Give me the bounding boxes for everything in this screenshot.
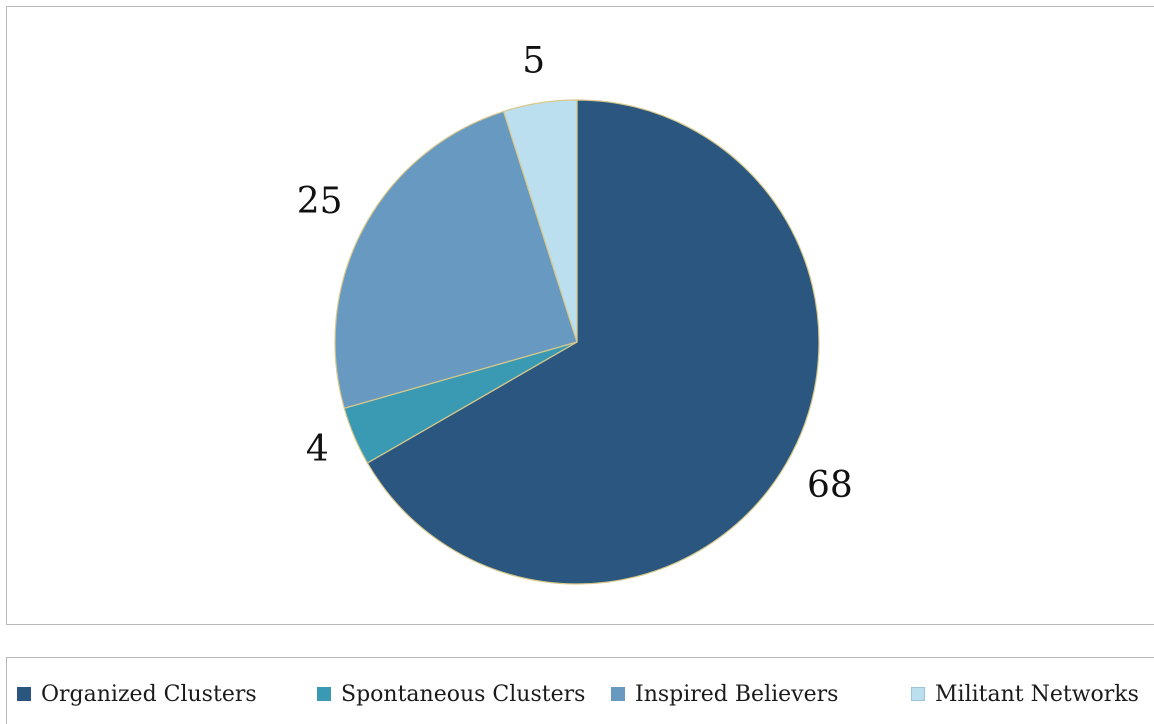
pie-slice-organized-clusters [366,99,820,585]
chart-legend: Organized Clusters Spontaneous Clusters … [6,657,1154,724]
legend-label-militant-networks: Militant Networks [935,681,1139,707]
legend-item-militant-networks: Militant Networks [911,680,1139,708]
legend-swatch-militant-networks [911,687,925,701]
legend-item-inspired-believers: Inspired Believers [611,680,838,708]
legend-swatch-inspired-believers [611,687,625,701]
pie-slice-militant-networks [502,99,578,343]
legend-label-spontaneous-clusters: Spontaneous Clusters [341,681,586,707]
pie-chart: 68 4 25 5 [297,40,853,585]
legend-item-organized-clusters: Organized Clusters [17,680,257,708]
pie-slice-inspired-believers [334,110,578,409]
pie-slices [334,99,820,585]
legend-item-spontaneous-clusters: Spontaneous Clusters [317,680,585,708]
legend-label-inspired-believers: Inspired Believers [635,681,839,707]
legend-label-organized-clusters: Organized Clusters [41,681,257,707]
pie-data-labels: 68 4 25 5 [297,40,853,506]
chart-area: 68 4 25 5 [6,6,1154,625]
data-label-spontaneous-clusters: 4 [306,429,329,470]
legend-swatch-organized-clusters [17,687,31,701]
data-label-militant-networks: 5 [522,40,545,81]
legend-swatch-spontaneous-clusters [317,687,331,701]
data-label-inspired-believers: 25 [297,181,343,222]
data-label-organized-clusters: 68 [807,465,853,506]
